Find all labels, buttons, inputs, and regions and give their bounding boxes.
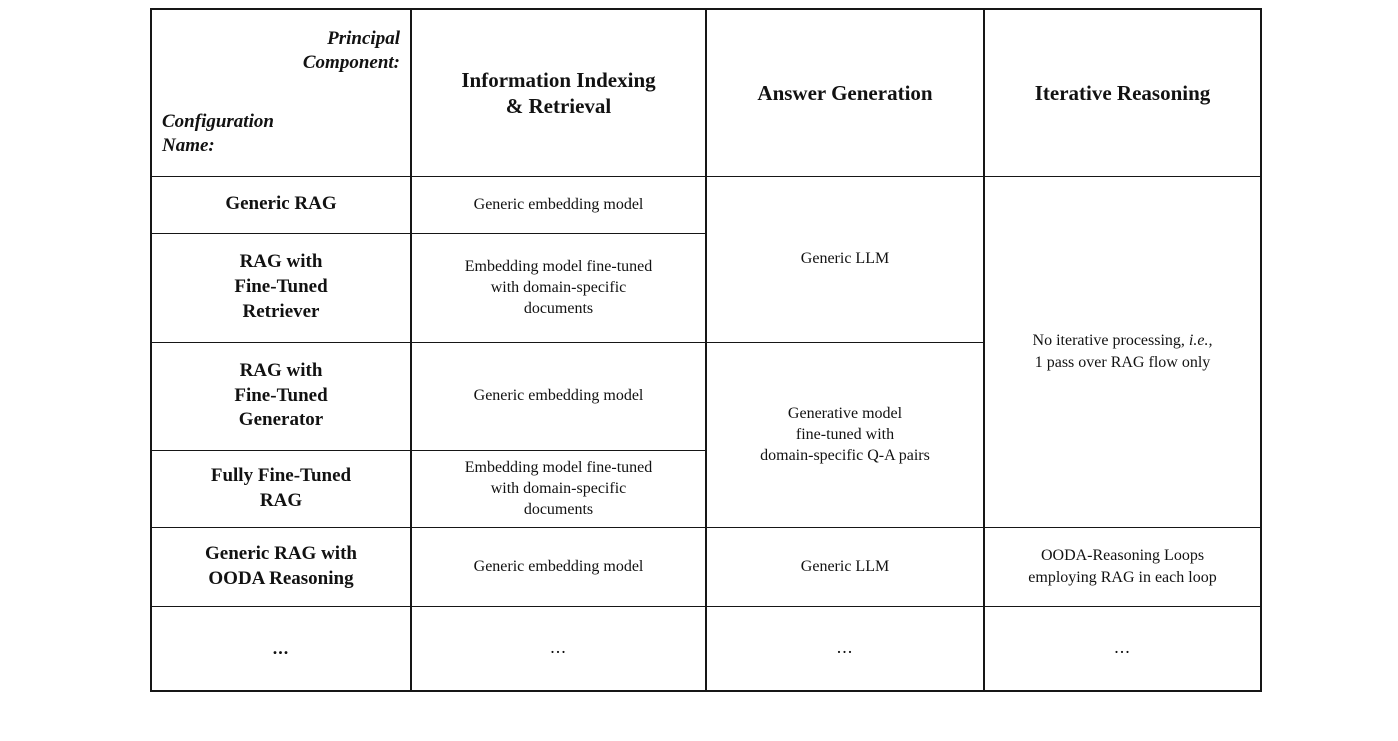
- configuration-name-label: Configuration Name:: [162, 110, 274, 157]
- cell-indexing-generic-rag: Generic embedding model: [410, 175, 707, 234]
- row-rag-fine-tuned-generator: RAG with Fine-Tuned Generator Generic em…: [150, 341, 1261, 528]
- cell-indexing-fully-ft: Embedding model fine-tuned with domain-s…: [410, 449, 707, 528]
- cell-reasoning-no-iteration-span: No iterative processing, i.e., 1 pass ov…: [983, 175, 1262, 528]
- cell-name-ft-retriever: RAG with Fine-Tuned Retriever: [150, 232, 412, 343]
- cell-indexing-ft-generator: Generic embedding model: [410, 341, 707, 451]
- cell-reasoning-ellipsis: ...: [983, 605, 1262, 692]
- row-generic-rag-ooda: Generic RAG with OODA Reasoning Generic …: [150, 526, 1262, 607]
- row-fully-fine-tuned-rag: Fully Fine-Tuned RAG Embedding model fin…: [150, 449, 1261, 528]
- row-rag-fine-tuned-retriever: RAG with Fine-Tuned Retriever Embedding …: [150, 232, 1261, 343]
- cell-generation-ellipsis: ...: [705, 605, 985, 692]
- column-header-answer-generation: Answer Generation: [705, 8, 985, 177]
- cell-name-ft-generator: RAG with Fine-Tuned Generator: [150, 341, 412, 451]
- no-iteration-text-pre: No iterative processing,: [1032, 332, 1189, 350]
- rag-configurations-table: Principal Component: Configuration Name:…: [150, 8, 1262, 692]
- cell-indexing-ooda: Generic embedding model: [410, 526, 707, 607]
- corner-header-cell: Principal Component: Configuration Name:: [150, 8, 412, 177]
- cell-name-ooda: Generic RAG with OODA Reasoning: [150, 526, 412, 607]
- cell-name-generic-rag: Generic RAG: [150, 175, 412, 234]
- cell-reasoning-ooda: OODA-Reasoning Loops employing RAG in ea…: [983, 526, 1262, 607]
- header-row: Principal Component: Configuration Name:…: [150, 8, 1262, 177]
- column-header-iterative-reasoning: Iterative Reasoning: [983, 8, 1262, 177]
- cell-indexing-ellipsis: ...: [410, 605, 707, 692]
- row-ellipsis: ... ... ... ...: [150, 605, 1262, 692]
- cell-generation-fine-tuned-span: Generative model fine-tuned with domain-…: [705, 341, 985, 528]
- cell-name-ellipsis: ...: [150, 605, 412, 692]
- cell-generation-ooda: Generic LLM: [705, 526, 985, 607]
- principal-component-label: Principal Component:: [302, 28, 400, 74]
- column-header-information-indexing-retrieval: Information Indexing & Retrieval: [410, 8, 707, 177]
- cell-name-fully-ft: Fully Fine-Tuned RAG: [150, 449, 412, 528]
- no-iteration-ie-abbrev: i.e.,: [1188, 332, 1213, 350]
- cell-generation-generic-llm-span: Generic LLM: [705, 175, 985, 343]
- cell-indexing-ft-retriever: Embedding model fine-tuned with domain-s…: [410, 232, 707, 343]
- rag-configurations-table-wrapper: Principal Component: Configuration Name:…: [150, 8, 1262, 692]
- row-generic-rag: Generic RAG Generic embedding model Gene…: [150, 175, 1262, 528]
- no-iteration-text-post: 1 pass over RAG flow only: [1034, 353, 1211, 371]
